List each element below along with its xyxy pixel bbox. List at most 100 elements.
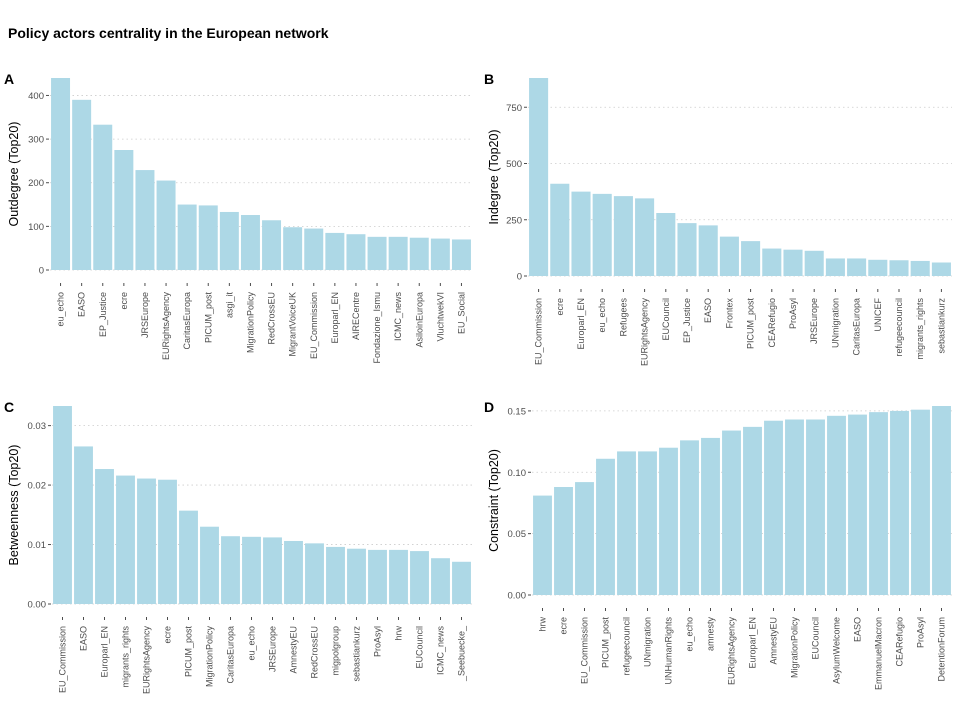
bar	[283, 227, 303, 270]
bar	[804, 250, 824, 276]
bar	[451, 239, 471, 270]
x-tick-label: sebastiankurz	[936, 298, 946, 354]
bar	[200, 526, 219, 604]
x-tick-label: Europarl_EN	[576, 298, 586, 350]
y-axis-label: Betweenness (Top20)	[7, 445, 21, 566]
x-tick-label: UNHumanRights	[664, 617, 674, 685]
bar	[533, 495, 552, 595]
x-tick-label: eu_echo	[685, 617, 695, 652]
x-tick-label: EURightsAgency	[640, 298, 650, 367]
bar	[911, 409, 930, 595]
bar	[219, 211, 239, 270]
bar	[53, 406, 72, 604]
bar	[743, 426, 762, 595]
x-tick-label: ProAsyl	[788, 298, 798, 329]
x-tick-label: EURightsAgency	[142, 626, 152, 695]
y-tick-label: 400	[28, 91, 44, 102]
x-tick-label: MigrationPolicy	[790, 617, 800, 679]
x-tick-label: JRSEurope	[809, 298, 819, 344]
x-tick-label: eu_echo	[247, 626, 257, 661]
bar	[116, 475, 135, 604]
bar	[701, 437, 720, 595]
x-tick-label: EU_Commission	[58, 626, 68, 693]
x-tick-label: Europarl_EN	[748, 617, 758, 669]
bar	[305, 543, 324, 604]
bar	[656, 213, 676, 276]
bar	[762, 248, 782, 276]
x-tick-label: MigrantVoiceUK	[288, 292, 298, 357]
bar	[869, 412, 888, 595]
bar	[72, 99, 92, 271]
x-tick-label: PICUM_post	[203, 292, 213, 344]
x-tick-label: EASO	[703, 298, 713, 323]
x-tick-label: ICMC_news	[393, 292, 403, 342]
x-tick-label: migrants_rights	[915, 298, 925, 360]
bar	[889, 260, 909, 276]
panel-tag: B	[484, 71, 494, 87]
panel-tag: A	[4, 71, 14, 87]
x-tick-label: PICUM_post	[746, 298, 756, 350]
bar	[325, 232, 345, 270]
bar	[135, 170, 155, 270]
bar	[240, 215, 260, 270]
x-tick-label: AsiloinEuropa	[414, 292, 424, 348]
bar	[346, 234, 366, 270]
x-tick-label: hrw	[394, 626, 404, 641]
bar	[452, 561, 471, 604]
bar	[263, 537, 282, 604]
bar	[868, 259, 888, 276]
bar	[592, 193, 612, 276]
bar	[827, 415, 846, 595]
bar	[137, 478, 156, 604]
bar	[617, 451, 636, 595]
x-tick-label: amnesty	[706, 617, 716, 652]
x-tick-label: Frontex	[724, 298, 734, 329]
bar	[847, 258, 867, 276]
x-tick-label: migpolgroup	[331, 626, 341, 676]
bar	[198, 205, 218, 270]
x-tick-label: Europarl_EN	[330, 292, 340, 344]
x-tick-label: PICUM_post	[184, 626, 194, 678]
x-tick-label: CEARefugio	[895, 617, 905, 667]
x-tick-label: AmnestyEU	[289, 626, 299, 674]
x-tick-label: MigrationPolicy	[205, 626, 215, 688]
bar	[571, 191, 591, 276]
bar	[848, 414, 867, 595]
x-tick-label: eu_echo	[597, 298, 607, 333]
x-tick-label: ecre	[119, 292, 129, 310]
x-tick-label: EUCouncil	[661, 298, 671, 341]
x-tick-label: EU_Commission	[534, 298, 544, 365]
bar	[613, 196, 633, 276]
bar	[389, 549, 408, 604]
x-tick-label: EURightsAgency	[727, 617, 737, 686]
x-tick-label: asgi_it	[224, 292, 234, 319]
y-tick-label: 0.03	[28, 421, 47, 432]
bar	[638, 451, 657, 595]
bar	[284, 540, 303, 604]
bar	[741, 241, 761, 276]
x-tick-label: PICUM_post	[601, 617, 611, 669]
x-tick-label: EP_Justice	[682, 298, 692, 343]
bar	[262, 220, 282, 270]
x-tick-label: EUCouncil	[415, 626, 425, 669]
x-tick-label: EASO	[79, 626, 89, 651]
x-tick-label: UNICEF	[873, 297, 883, 331]
x-tick-label: MigrationPolicy	[245, 292, 255, 354]
bar	[326, 546, 345, 604]
bar	[51, 78, 71, 270]
x-tick-label: RedCrossEU	[310, 626, 320, 679]
bar	[388, 236, 408, 270]
x-tick-label: CaritasEuropa	[852, 298, 862, 356]
figure-title: Policy actors centrality in the European…	[8, 25, 329, 41]
x-tick-label: eu_echo	[56, 292, 66, 327]
bar	[242, 536, 261, 604]
x-tick-label: ecre	[555, 298, 565, 316]
y-tick-label: 0.00	[508, 591, 527, 602]
bar	[347, 548, 366, 604]
x-tick-label: ecre	[163, 626, 173, 644]
x-tick-label: UNmigration	[643, 617, 653, 667]
bar	[764, 420, 783, 595]
bar	[680, 440, 699, 595]
bar	[74, 446, 93, 604]
x-tick-label: JRSEurope	[140, 292, 150, 338]
